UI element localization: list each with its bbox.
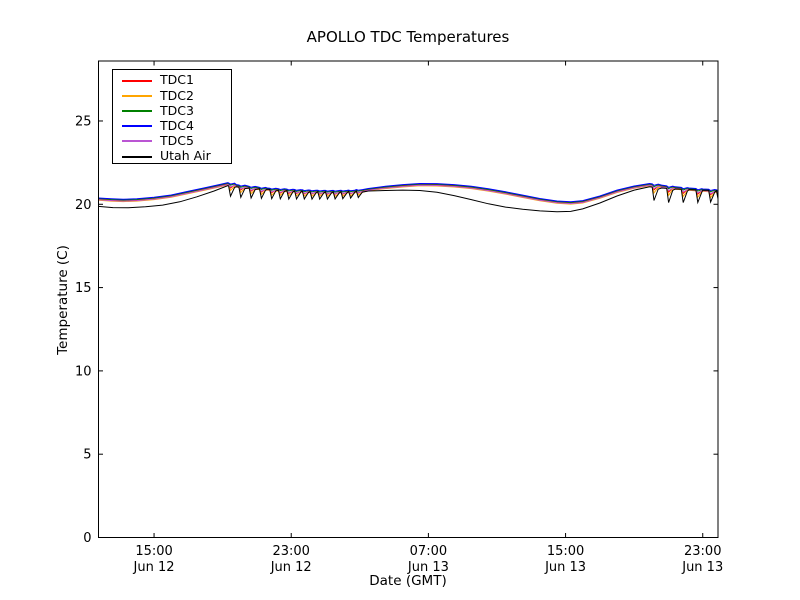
series-line-tdc4: [98, 182, 718, 203]
legend-line-swatch: [122, 94, 152, 97]
legend-label: Utah Air: [160, 148, 211, 164]
legend-item-tdc2: TDC2: [122, 88, 231, 103]
legend-line-swatch: [122, 109, 152, 112]
legend-line-swatch: [122, 140, 152, 143]
x-tick-label: 23:00: [684, 544, 721, 559]
y-tick-label: 20: [75, 198, 92, 213]
y-tick-label: 10: [75, 364, 92, 379]
x-axis-label: Date (GMT): [369, 573, 447, 589]
legend-label: TDC2: [160, 87, 194, 103]
x-tick-label: 15:00: [135, 544, 172, 559]
y-tick-label: 5: [83, 448, 91, 463]
x-tick-sublabel: Jun 13: [407, 560, 449, 575]
y-axis-label: Temperature (C): [55, 245, 71, 355]
legend-label: TDC4: [160, 117, 194, 133]
x-tick-sublabel: Jun 13: [544, 560, 586, 575]
legend-label: TDC3: [160, 102, 194, 118]
series-line-tdc3: [98, 182, 718, 204]
legend-item-tdc5: TDC5: [122, 134, 231, 149]
plot-frame: [98, 60, 719, 538]
legend-item-utah-air: Utah Air: [122, 149, 231, 164]
series-line-utah-air: [98, 185, 718, 213]
x-tick-sublabel: Jun 12: [133, 560, 175, 575]
legend: TDC1 TDC2 TDC3 TDC4 TDC5 Utah Air: [112, 69, 232, 164]
legend-line-swatch: [122, 79, 152, 82]
legend-line-swatch: [122, 125, 152, 128]
y-tick-label: 0: [83, 531, 91, 546]
x-tick-sublabel: Jun 12: [270, 560, 312, 575]
legend-line-swatch: [122, 155, 152, 158]
legend-label: TDC1: [160, 72, 194, 88]
x-tick-label: 07:00: [410, 544, 447, 559]
legend-label: TDC5: [160, 133, 194, 149]
legend-item-tdc1: TDC1: [122, 73, 231, 88]
chart-title: APOLLO TDC Temperatures: [306, 28, 510, 46]
legend-item-tdc4: TDC4: [122, 119, 231, 134]
legend-item-tdc3: TDC3: [122, 103, 231, 118]
y-tick-label: 25: [75, 114, 92, 129]
y-tick-label: 15: [75, 281, 92, 296]
x-tick-sublabel: Jun 13: [681, 560, 723, 575]
x-tick-label: 23:00: [272, 544, 309, 559]
x-tick-label: 15:00: [547, 544, 584, 559]
